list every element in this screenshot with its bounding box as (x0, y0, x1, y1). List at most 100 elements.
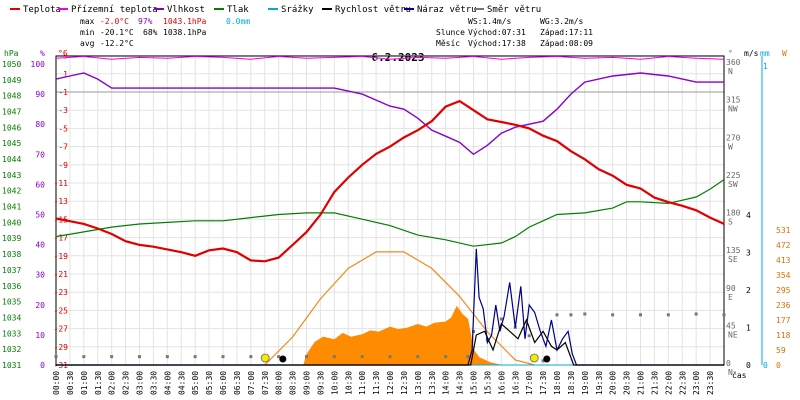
legend-label-7: Směr větru (487, 5, 541, 15)
axis-temp-unit: °C (58, 49, 68, 58)
stats-block: max -2.0°C 97% 1043.1hPa 0.0mm min -20.1… (80, 17, 593, 48)
axis-deg-tick-2: 90 (726, 284, 736, 293)
axis-pct-tick-1: 10 (35, 331, 45, 340)
series-wind-dir-point-11 (360, 355, 364, 359)
axis-time-tick-47: 23:30 (706, 371, 715, 395)
series-pressure (55, 179, 725, 247)
axis-time-tick-5: 02:30 (122, 371, 131, 395)
stat-avg-temp: -12.2°C (100, 39, 134, 48)
axis-mm-tick-1: 1 (763, 62, 768, 71)
series-temperature (55, 99, 725, 263)
sunrise-marker (260, 353, 270, 363)
stat-moon-rise: Východ:17:38 (468, 39, 526, 48)
stat-min-hum: 68% (143, 28, 158, 37)
axis-hpa-tick-2: 1033 (2, 329, 21, 338)
axis-time-tick-46: 23:00 (692, 371, 701, 395)
axis-w-tick-7: 413 (776, 256, 791, 265)
axis-time-tick-13: 06:30 (233, 371, 242, 395)
axis-hpa-tick-12: 1043 (2, 171, 21, 180)
axis-time-unit: čas (732, 370, 747, 380)
axis-w-tick-5: 295 (776, 286, 791, 295)
stat-min-label: min (80, 28, 95, 37)
axis-deg-tick-3: 135 (726, 246, 741, 255)
sun-moon-markers (260, 353, 551, 363)
axis-time-tick-15: 07:30 (261, 371, 270, 395)
axis-time-tick-7: 03:30 (149, 371, 158, 395)
axis-time-tick-8: 04:00 (163, 371, 172, 395)
axis-deg-dir-3: SE (728, 255, 738, 264)
stat-max-label: max (80, 17, 95, 26)
axis-time-tick-41: 20:30 (623, 371, 632, 395)
stat-max-press: 1043.1hPa (163, 17, 207, 26)
stat-min-temp: -20.1°C (100, 28, 134, 37)
stat-wg: WG:3.2m/s (540, 17, 584, 26)
axis-time-tick-29: 14:30 (456, 371, 465, 395)
axis-hpa-tick-8: 1039 (2, 234, 21, 243)
series-wind-dir-point-1 (82, 355, 86, 359)
axis-pct-tick-2: 20 (35, 301, 45, 310)
axis-time-tick-42: 21:00 (637, 371, 646, 395)
legend-label-1: Přízemní teplota (71, 5, 158, 15)
axis-time-tick-26: 13:00 (414, 371, 423, 395)
series-wind-dir-point-16 (472, 330, 475, 334)
axis-time-tick-22: 11:00 (358, 371, 367, 395)
axis-ms-tick-3: 3 (746, 249, 751, 258)
axis-hpa-tick-7: 1038 (2, 250, 21, 259)
axis-temp-tick-9: -13 (54, 197, 69, 206)
axis-time-tick-11: 05:30 (205, 371, 214, 395)
series-solar-theoretical (264, 251, 535, 366)
series-wind-dir-point-0 (54, 355, 58, 359)
axis-mm-tick-0: 0 (763, 361, 768, 370)
axis-time-tick-28: 14:00 (442, 371, 451, 395)
legend-label-3: Tlak (227, 5, 249, 15)
axis-time-tick-27: 13:30 (428, 371, 437, 395)
axis-time-tick-0: 00:00 (52, 371, 61, 395)
axis-time-tick-33: 16:30 (511, 371, 520, 395)
axis-pct-tick-10: 100 (31, 60, 46, 69)
axis-w-tick-3: 177 (776, 316, 791, 325)
axis-time-tick-44: 22:00 (664, 371, 673, 395)
axis-time-tick-36: 18:00 (553, 371, 562, 395)
axis-temp-tick-15: -1 (58, 88, 68, 97)
sunset-marker (529, 353, 539, 363)
axis-temp-tick-10: -11 (54, 179, 69, 188)
series-wind-gust (56, 248, 724, 366)
axis-deg-tick-4: 180 (726, 209, 741, 218)
axis-w-tick-9: 531 (776, 226, 791, 235)
axis-ms-tick-4: 4 (746, 211, 751, 220)
axis-deg-tick-1: 45 (726, 321, 736, 330)
axis-deg-dir-6: W (728, 142, 733, 151)
axis-pct-tick-0: 0 (40, 361, 45, 370)
series-wind-dir-point-27 (666, 313, 670, 317)
axis-time-tick-35: 17:30 (539, 371, 548, 395)
stat-sun-rise: Východ:07:31 (468, 28, 526, 37)
series-wind-dir-point-6 (221, 355, 225, 359)
axis-temp-tick-17: 3 (63, 52, 68, 61)
series-wind-dir-point-7 (249, 355, 253, 359)
series-wind-dir-point-3 (138, 355, 141, 359)
moonset-marker (279, 355, 287, 363)
axis-pct-tick-3: 30 (35, 271, 45, 280)
legend: Teplota Přízemní teplota Vlhkost Tlak Srážky… (10, 5, 541, 15)
axis-time-tick-17: 08:30 (289, 371, 298, 395)
axis-time-tick-32: 16:00 (497, 371, 506, 395)
axis-mm-unit: mm (760, 49, 770, 58)
axis-temp-tick-2: -27 (54, 325, 69, 334)
legend-label-5: Rychlost větru (335, 5, 411, 15)
axis-temp-tick-4: -23 (54, 288, 69, 297)
axis-ms-tick-2: 2 (746, 286, 751, 295)
axis-time-tick-31: 15:30 (483, 371, 492, 395)
axis-temp-tick-14: -3 (58, 106, 68, 115)
series-wind-dir-point-23 (569, 313, 573, 317)
axis-time-tick-37: 18:30 (567, 371, 576, 395)
axis-w-tick-4: 236 (776, 301, 791, 310)
axis-temp-tick-12: -7 (58, 143, 68, 152)
axis-deg-tick-0: 0 (726, 359, 731, 368)
series (54, 55, 726, 366)
axis-w-unit: W (782, 49, 787, 58)
axis-hpa-tick-16: 1047 (2, 107, 21, 116)
legend-label-2: Vlhkost (167, 5, 205, 15)
grid (55, 55, 725, 366)
